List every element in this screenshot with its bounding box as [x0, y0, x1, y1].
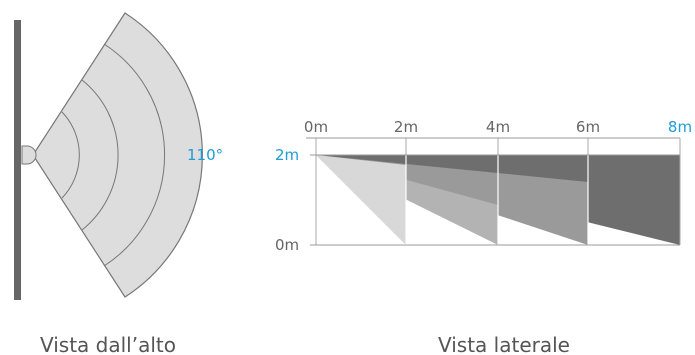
range-arc-2 [81, 79, 119, 231]
zone-2m [316, 155, 406, 245]
side-view-caption: Vista laterale [438, 333, 570, 355]
height-label-top: 2m [275, 146, 299, 164]
wall [14, 20, 21, 300]
top-view-caption: Vista dall’alto [40, 333, 176, 355]
sensor-icon [21, 145, 37, 165]
range-arc-1 [61, 111, 80, 199]
angle-label: 110° [187, 146, 223, 164]
distance-label-6m: 6m [576, 118, 600, 136]
distance-label-8m: 8m [668, 118, 692, 136]
distance-label-2m: 2m [394, 118, 418, 136]
distance-label-0m: 0m [304, 118, 328, 136]
distance-label-4m: 4m [486, 118, 510, 136]
top-view: 110° Vista dall’alto [14, 12, 223, 355]
range-arc-3 [103, 43, 166, 267]
height-label-bottom: 0m [275, 236, 299, 254]
side-view: 0m 2m 4m 6m 8m 2m 0m Vista laterale [275, 118, 692, 355]
